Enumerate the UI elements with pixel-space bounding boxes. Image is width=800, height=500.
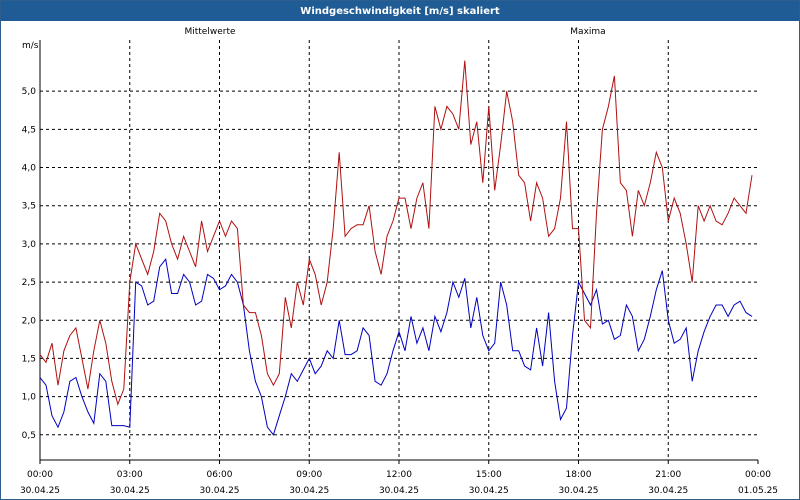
x-tick-date-label: 30.04.25 [469, 486, 509, 496]
x-tick-date-label: 30.04.25 [20, 486, 60, 496]
y-tick-label: 3,0 [22, 240, 37, 250]
y-tick-label: 1,0 [22, 393, 37, 403]
y-tick-label: 2,5 [22, 278, 36, 288]
x-tick-time-label: 21:00 [655, 470, 681, 480]
x-tick-date-label: 30.04.25 [558, 486, 598, 496]
y-tick-label: 5,0 [22, 87, 37, 97]
chart-title: Windgeschwindigkeit [m/s] skaliert [1, 1, 799, 21]
x-tick-time-label: 00:00 [27, 470, 53, 480]
series-line-maxima [39, 60, 753, 406]
legend-maxima: Maxima [570, 27, 605, 37]
x-tick-time-label: 15:00 [476, 470, 502, 480]
x-tick-time-label: 12:00 [386, 470, 412, 480]
legend-mittelwerte: Mittelwerte [184, 27, 235, 37]
x-tick-date-label: 30.04.25 [110, 486, 150, 496]
y-axis-unit-label: m/s [22, 41, 39, 51]
axes [39, 40, 759, 464]
x-tick-date-label: 30.04.25 [199, 486, 239, 496]
x-tick-time-label: 03:00 [117, 470, 143, 480]
x-tick-time-label: 06:00 [207, 470, 233, 480]
grid-lines [40, 40, 758, 460]
x-tick-date-label: 30.04.25 [289, 486, 329, 496]
x-tick-date-label: 30.04.25 [379, 486, 419, 496]
x-tick-time-label: 00:00 [745, 470, 771, 480]
y-tick-label: 1,5 [22, 354, 36, 364]
series-line-mittelwerte [39, 258, 753, 436]
y-tick-label: 4,0 [22, 164, 37, 174]
x-tick-date-label: 01.05.25 [738, 486, 778, 496]
y-tick-label: 2,0 [22, 316, 37, 326]
x-tick-time-label: 09:00 [296, 470, 322, 480]
y-tick-labels: 0,5 1,0 1,5 2,0 2,5 3,0 3,5 4,0 4,5 5,0 [22, 87, 37, 441]
x-tick-time-label: 18:00 [566, 470, 592, 480]
y-tick-label: 3,5 [22, 202, 36, 212]
x-tick-date-label: 30.04.25 [648, 486, 688, 496]
y-tick-label: 0,5 [22, 431, 36, 441]
x-tick-labels: 00:00 30.04.25 03:00 30.04.25 06:00 30.04.25 0… [20, 470, 778, 496]
y-tick-label: 4,5 [22, 125, 36, 135]
series-lines [39, 60, 753, 436]
